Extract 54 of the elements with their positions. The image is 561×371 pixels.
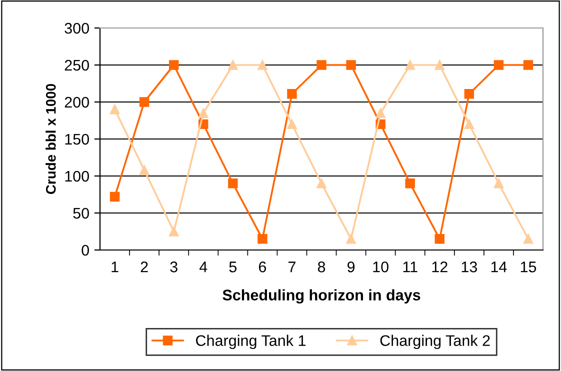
point — [464, 119, 474, 130]
x-tick-label: 2 — [140, 262, 148, 272]
x-tick-label: 12 — [432, 262, 448, 272]
point — [258, 60, 268, 70]
x-tick-label: 11 — [403, 262, 418, 272]
x-tick-label: 5 — [229, 262, 237, 272]
y-tick-label: 0 — [82, 244, 89, 256]
point — [110, 104, 120, 114]
point — [434, 234, 444, 244]
point — [287, 89, 297, 99]
point — [346, 60, 356, 70]
x-tick-label: 1 — [112, 262, 118, 272]
point — [198, 108, 208, 118]
x-tick-label: 8 — [318, 262, 326, 272]
point — [139, 165, 150, 175]
point — [258, 234, 268, 244]
x-axis-title: Scheduling horizon in days — [222, 289, 420, 304]
y-tick-label: 200 — [64, 96, 89, 108]
point — [405, 60, 415, 70]
point — [434, 60, 444, 70]
point — [376, 108, 386, 118]
point — [168, 60, 179, 70]
y-tick-label: 300 — [64, 22, 89, 34]
x-tick-label: 4 — [199, 262, 208, 272]
point — [228, 178, 238, 188]
x-tick-label: 14 — [491, 262, 507, 272]
x-tick-label: 9 — [348, 262, 355, 272]
y-axis-title: Crude bbl x 1000 — [46, 84, 56, 194]
point — [523, 234, 534, 244]
x-tick-label: 13 — [462, 262, 477, 272]
point — [228, 60, 238, 70]
point — [346, 234, 356, 244]
legend-label: Charging Tank 2 — [380, 334, 490, 350]
x-tick-label: 10 — [373, 262, 388, 272]
point — [316, 178, 326, 188]
point — [316, 60, 326, 70]
x-tick-label: 15 — [520, 262, 536, 272]
y-tick-label: 50 — [73, 208, 89, 219]
point — [464, 89, 474, 99]
x-tick-label: 3 — [170, 262, 178, 272]
point — [287, 119, 297, 130]
y-tick-label: 150 — [65, 134, 89, 145]
point — [494, 60, 504, 70]
point — [494, 178, 504, 188]
x-tick-label: 6 — [258, 262, 266, 272]
y-tick-label: 100 — [65, 170, 89, 182]
point — [405, 178, 415, 188]
point — [523, 60, 534, 70]
legend-label: Charging Tank 1 — [196, 334, 306, 350]
point — [110, 192, 120, 202]
point — [139, 97, 150, 107]
point — [168, 226, 179, 236]
y-tick-label: 250 — [64, 60, 89, 71]
x-tick-label: 7 — [288, 262, 296, 272]
